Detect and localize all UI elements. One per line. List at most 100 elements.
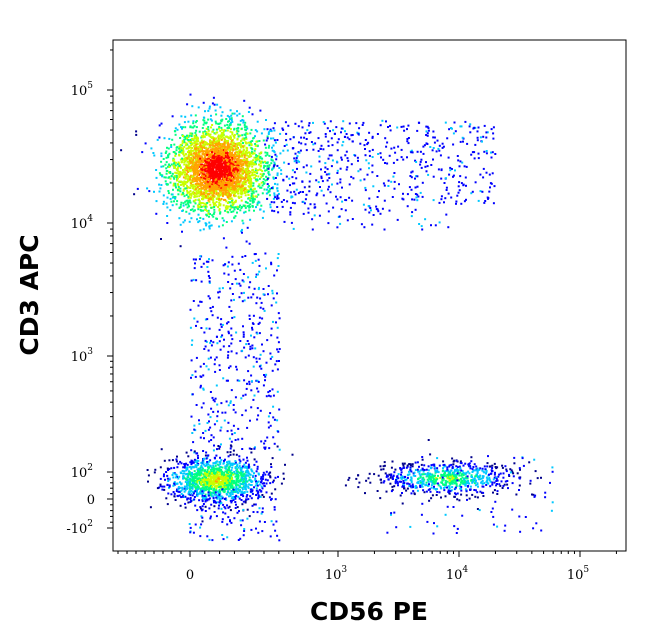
data-point [248, 318, 251, 320]
data-point [198, 202, 201, 205]
data-point [245, 136, 248, 139]
data-point [449, 169, 452, 172]
data-point [250, 184, 252, 187]
data-point [255, 360, 258, 363]
data-point [223, 165, 226, 168]
data-point [232, 167, 235, 170]
data-point [223, 149, 226, 152]
data-point [270, 187, 273, 190]
data-point [431, 149, 434, 152]
data-point [183, 195, 186, 198]
data-point [192, 300, 195, 302]
data-point [422, 145, 425, 148]
data-point [490, 151, 492, 154]
data-point [259, 306, 262, 309]
data-point [205, 158, 208, 161]
data-point [468, 125, 471, 128]
data-point [215, 122, 218, 125]
data-point [189, 162, 192, 165]
data-point [210, 148, 213, 151]
data-point [221, 195, 224, 198]
data-point [251, 380, 253, 383]
data-point [232, 153, 235, 156]
data-point [197, 154, 200, 157]
data-point [371, 164, 374, 167]
data-point [218, 447, 221, 450]
data-point [219, 456, 221, 459]
data-point [150, 147, 153, 150]
data-point [345, 150, 348, 153]
data-point [464, 176, 467, 179]
data-point [226, 207, 229, 210]
data-point [458, 165, 461, 168]
data-point [363, 144, 366, 147]
data-point [270, 162, 273, 165]
data-point [452, 174, 455, 177]
data-point [223, 488, 226, 491]
data-point [212, 436, 215, 439]
data-point [233, 112, 236, 115]
data-point [256, 203, 259, 206]
data-point [277, 350, 280, 353]
data-point [178, 165, 181, 167]
data-point [371, 223, 374, 226]
data-point [221, 173, 224, 176]
data-point [236, 463, 239, 466]
data-point [221, 483, 224, 486]
data-point [176, 146, 179, 149]
data-point [205, 188, 208, 191]
data-point [232, 449, 235, 452]
data-point [227, 145, 229, 148]
data-point [251, 172, 254, 175]
data-point [248, 286, 251, 289]
data-point [179, 166, 182, 169]
data-point [272, 416, 275, 419]
data-point [260, 367, 263, 370]
data-point [357, 132, 360, 135]
data-point [238, 206, 241, 209]
data-point [196, 454, 199, 457]
data-point [243, 139, 246, 142]
data-point [430, 224, 432, 227]
data-point [231, 156, 233, 159]
data-point [228, 184, 230, 187]
data-point [267, 186, 270, 189]
data-point [268, 185, 270, 187]
data-point [197, 147, 200, 150]
data-point [254, 484, 257, 487]
data-point [195, 452, 198, 455]
data-point [208, 215, 210, 218]
data-point [271, 186, 274, 189]
data-point [258, 332, 261, 335]
data-point [194, 170, 197, 172]
data-point [220, 198, 223, 200]
data-point [262, 172, 265, 175]
data-point [383, 184, 386, 187]
data-point [193, 199, 196, 202]
data-point [361, 124, 364, 126]
data-point [235, 185, 237, 188]
data-point [229, 197, 232, 200]
data-point [192, 152, 195, 155]
data-point [347, 159, 350, 162]
data-point [243, 291, 245, 294]
data-point [225, 205, 228, 208]
data-point [188, 205, 190, 208]
data-point [258, 270, 261, 273]
data-point [199, 177, 202, 180]
data-point [213, 211, 216, 214]
data-point [209, 213, 211, 215]
data-point [155, 212, 158, 215]
data-point [192, 120, 195, 123]
data-point [227, 281, 230, 283]
data-point [237, 150, 240, 153]
data-point [238, 184, 241, 187]
data-point [232, 190, 235, 193]
data-point [227, 157, 230, 159]
data-point [258, 177, 261, 180]
data-point [192, 126, 195, 129]
data-point [259, 409, 262, 412]
data-point [225, 187, 228, 190]
data-point [237, 166, 240, 169]
data-point [241, 349, 244, 352]
